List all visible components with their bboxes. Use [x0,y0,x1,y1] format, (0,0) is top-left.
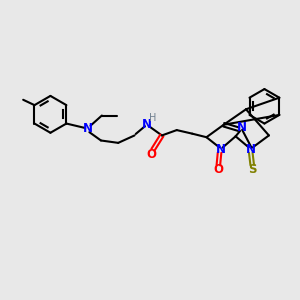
Text: S: S [249,164,257,176]
Text: N: N [142,118,152,130]
Text: N: N [216,143,226,156]
Text: N: N [237,121,247,134]
Text: N: N [82,122,93,135]
Text: O: O [147,148,157,161]
Text: N: N [245,143,256,156]
Text: O: O [213,164,224,176]
Text: H: H [149,113,157,123]
